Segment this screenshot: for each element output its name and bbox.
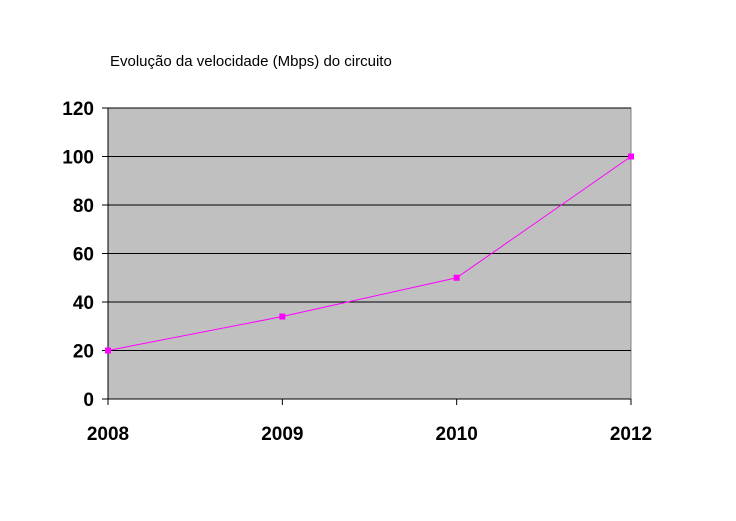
gridlines	[108, 107, 631, 351]
data-point-2012	[628, 153, 634, 160]
data-point-2010	[453, 274, 460, 281]
x-tick-label: 2012	[610, 424, 652, 445]
y-tick-label: 20	[73, 342, 94, 363]
y-tick-label: 100	[62, 148, 94, 169]
y-tick-label: 0	[83, 390, 94, 411]
y-tick-label: 60	[73, 245, 94, 266]
y-tick-label: 120	[62, 99, 94, 120]
series-layer	[105, 153, 634, 354]
x-tick-label: 2009	[261, 424, 303, 445]
x-tick-label: 2008	[87, 424, 129, 445]
series-line	[107, 156, 632, 351]
y-tick-label: 80	[73, 196, 94, 217]
y-tick-label: 40	[73, 293, 94, 314]
tick-labels: 0 20 40 60 80 100 120 2008 2009 2010 2012	[62, 99, 652, 445]
chart-title: Evolução da velocidade (Mbps) do circuit…	[110, 53, 392, 70]
data-point-2008	[105, 347, 111, 354]
x-tick-label: 2010	[436, 424, 478, 445]
data-point-2009	[279, 313, 286, 320]
